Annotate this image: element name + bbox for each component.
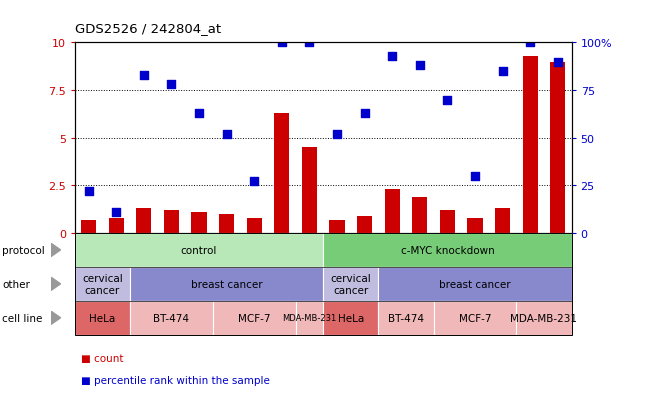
- Bar: [191, 212, 206, 233]
- Polygon shape: [51, 244, 61, 257]
- Bar: [550, 62, 565, 233]
- Text: BT-474: BT-474: [154, 313, 189, 323]
- Text: other: other: [2, 279, 30, 289]
- Bar: [523, 57, 538, 233]
- Text: GDS2526 / 242804_at: GDS2526 / 242804_at: [75, 22, 221, 35]
- Bar: [329, 220, 344, 233]
- Text: MDA-MB-231: MDA-MB-231: [510, 313, 577, 323]
- Text: BT-474: BT-474: [388, 313, 424, 323]
- Bar: [495, 209, 510, 233]
- Point: [553, 59, 563, 66]
- Bar: [440, 211, 455, 233]
- Text: MCF-7: MCF-7: [238, 313, 270, 323]
- Text: HeLa: HeLa: [89, 313, 116, 323]
- Point: [221, 131, 232, 138]
- Text: c-MYC knockdown: c-MYC knockdown: [400, 245, 494, 255]
- Polygon shape: [51, 311, 61, 325]
- Point: [194, 110, 204, 117]
- Text: cervical
cancer: cervical cancer: [82, 273, 123, 295]
- Text: HeLa: HeLa: [338, 313, 364, 323]
- Bar: [247, 218, 262, 233]
- Point: [249, 179, 260, 185]
- Point: [497, 69, 508, 75]
- Point: [387, 53, 397, 60]
- Text: cervical
cancer: cervical cancer: [331, 273, 371, 295]
- Bar: [385, 190, 400, 233]
- Bar: [219, 214, 234, 233]
- Point: [277, 40, 287, 47]
- Bar: [467, 218, 482, 233]
- Point: [111, 209, 122, 216]
- Text: ■ percentile rank within the sample: ■ percentile rank within the sample: [81, 375, 270, 385]
- Text: MDA-MB-231: MDA-MB-231: [283, 313, 337, 323]
- Point: [83, 188, 94, 195]
- Point: [359, 110, 370, 117]
- Text: breast cancer: breast cancer: [191, 279, 262, 289]
- Text: ■ count: ■ count: [81, 353, 124, 363]
- Text: MCF-7: MCF-7: [459, 313, 492, 323]
- Bar: [302, 148, 317, 233]
- Text: control: control: [181, 245, 217, 255]
- Point: [304, 40, 314, 47]
- Point: [525, 40, 535, 47]
- Text: breast cancer: breast cancer: [439, 279, 511, 289]
- Point: [470, 173, 480, 180]
- Bar: [274, 114, 290, 233]
- Bar: [357, 216, 372, 233]
- Text: protocol: protocol: [2, 245, 45, 255]
- Bar: [412, 197, 428, 233]
- Bar: [164, 211, 179, 233]
- Bar: [81, 220, 96, 233]
- Bar: [136, 209, 152, 233]
- Point: [332, 131, 342, 138]
- Point: [139, 72, 149, 79]
- Text: cell line: cell line: [2, 313, 42, 323]
- Bar: [109, 218, 124, 233]
- Point: [415, 63, 425, 69]
- Point: [166, 82, 176, 88]
- Point: [442, 97, 452, 104]
- Polygon shape: [51, 278, 61, 291]
